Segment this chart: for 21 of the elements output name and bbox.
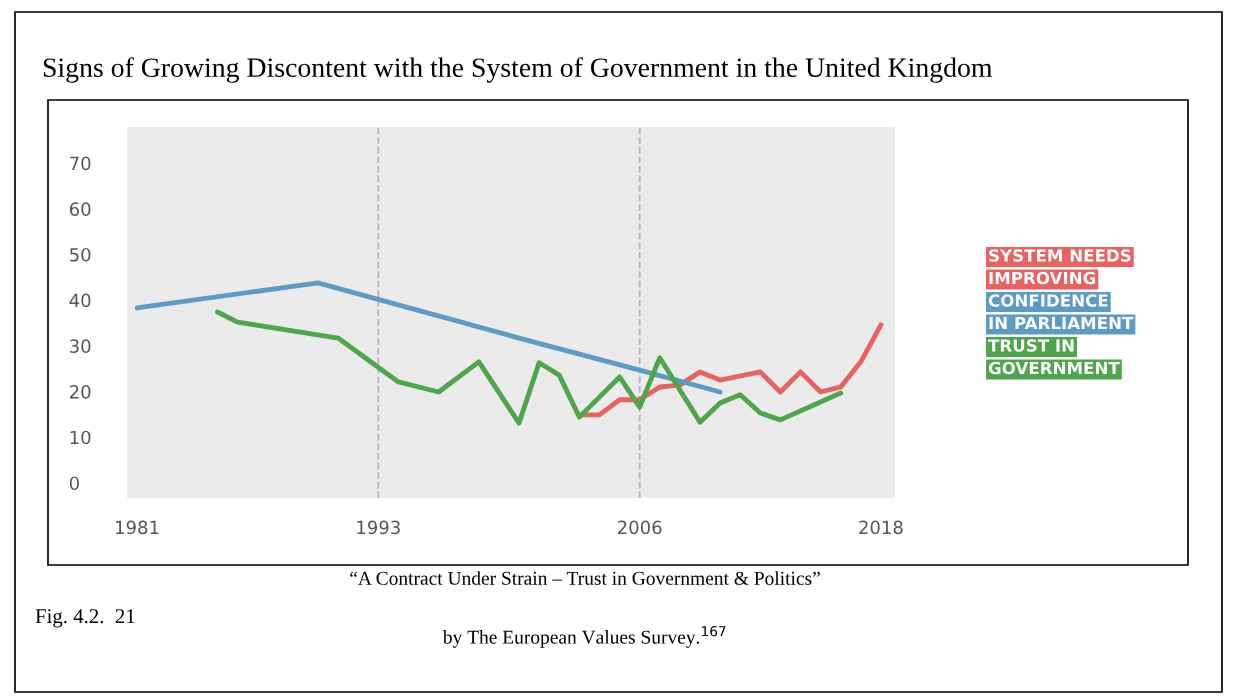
- text: CONFIDENCE IN PARLIAMENT: [988, 294, 1134, 330]
- text: SYSTEM NEEDS IMPROVING: [989, 249, 1131, 285]
- text: “A Contract Under Strain – Trust in Government & Politics”: [350, 571, 820, 585]
- x-tick-label: 1981: [116, 520, 159, 535]
- y-tick-label: 70: [70, 156, 91, 171]
- y-tick-label: 60: [69, 202, 91, 216]
- text: by The European Values Survey.$^{167}$: [442, 626, 726, 648]
- x-tick-label: 1993: [357, 520, 400, 535]
- text: TRUST IN GOVERNMENT: [988, 339, 1120, 375]
- x-tick-label: 2018: [859, 520, 903, 535]
- line-series: [215, 309, 844, 426]
- x-tick-label: 2006: [618, 520, 662, 535]
- y-tick-label: 50: [70, 247, 91, 262]
- y-tick-label: 0: [69, 476, 79, 491]
- y-tick-label: 20: [69, 385, 91, 399]
- caption: Fig. 4.2. 21: [35, 609, 135, 628]
- line-series: [134, 280, 723, 395]
- y-tick-label: 40: [69, 293, 91, 308]
- y-tick-label: 10: [70, 430, 91, 445]
- chart-title: Signs of Growing Discontent with the System of Government in the United Kingdom: [43, 57, 993, 83]
- y-tick-label: 30: [70, 339, 91, 353]
